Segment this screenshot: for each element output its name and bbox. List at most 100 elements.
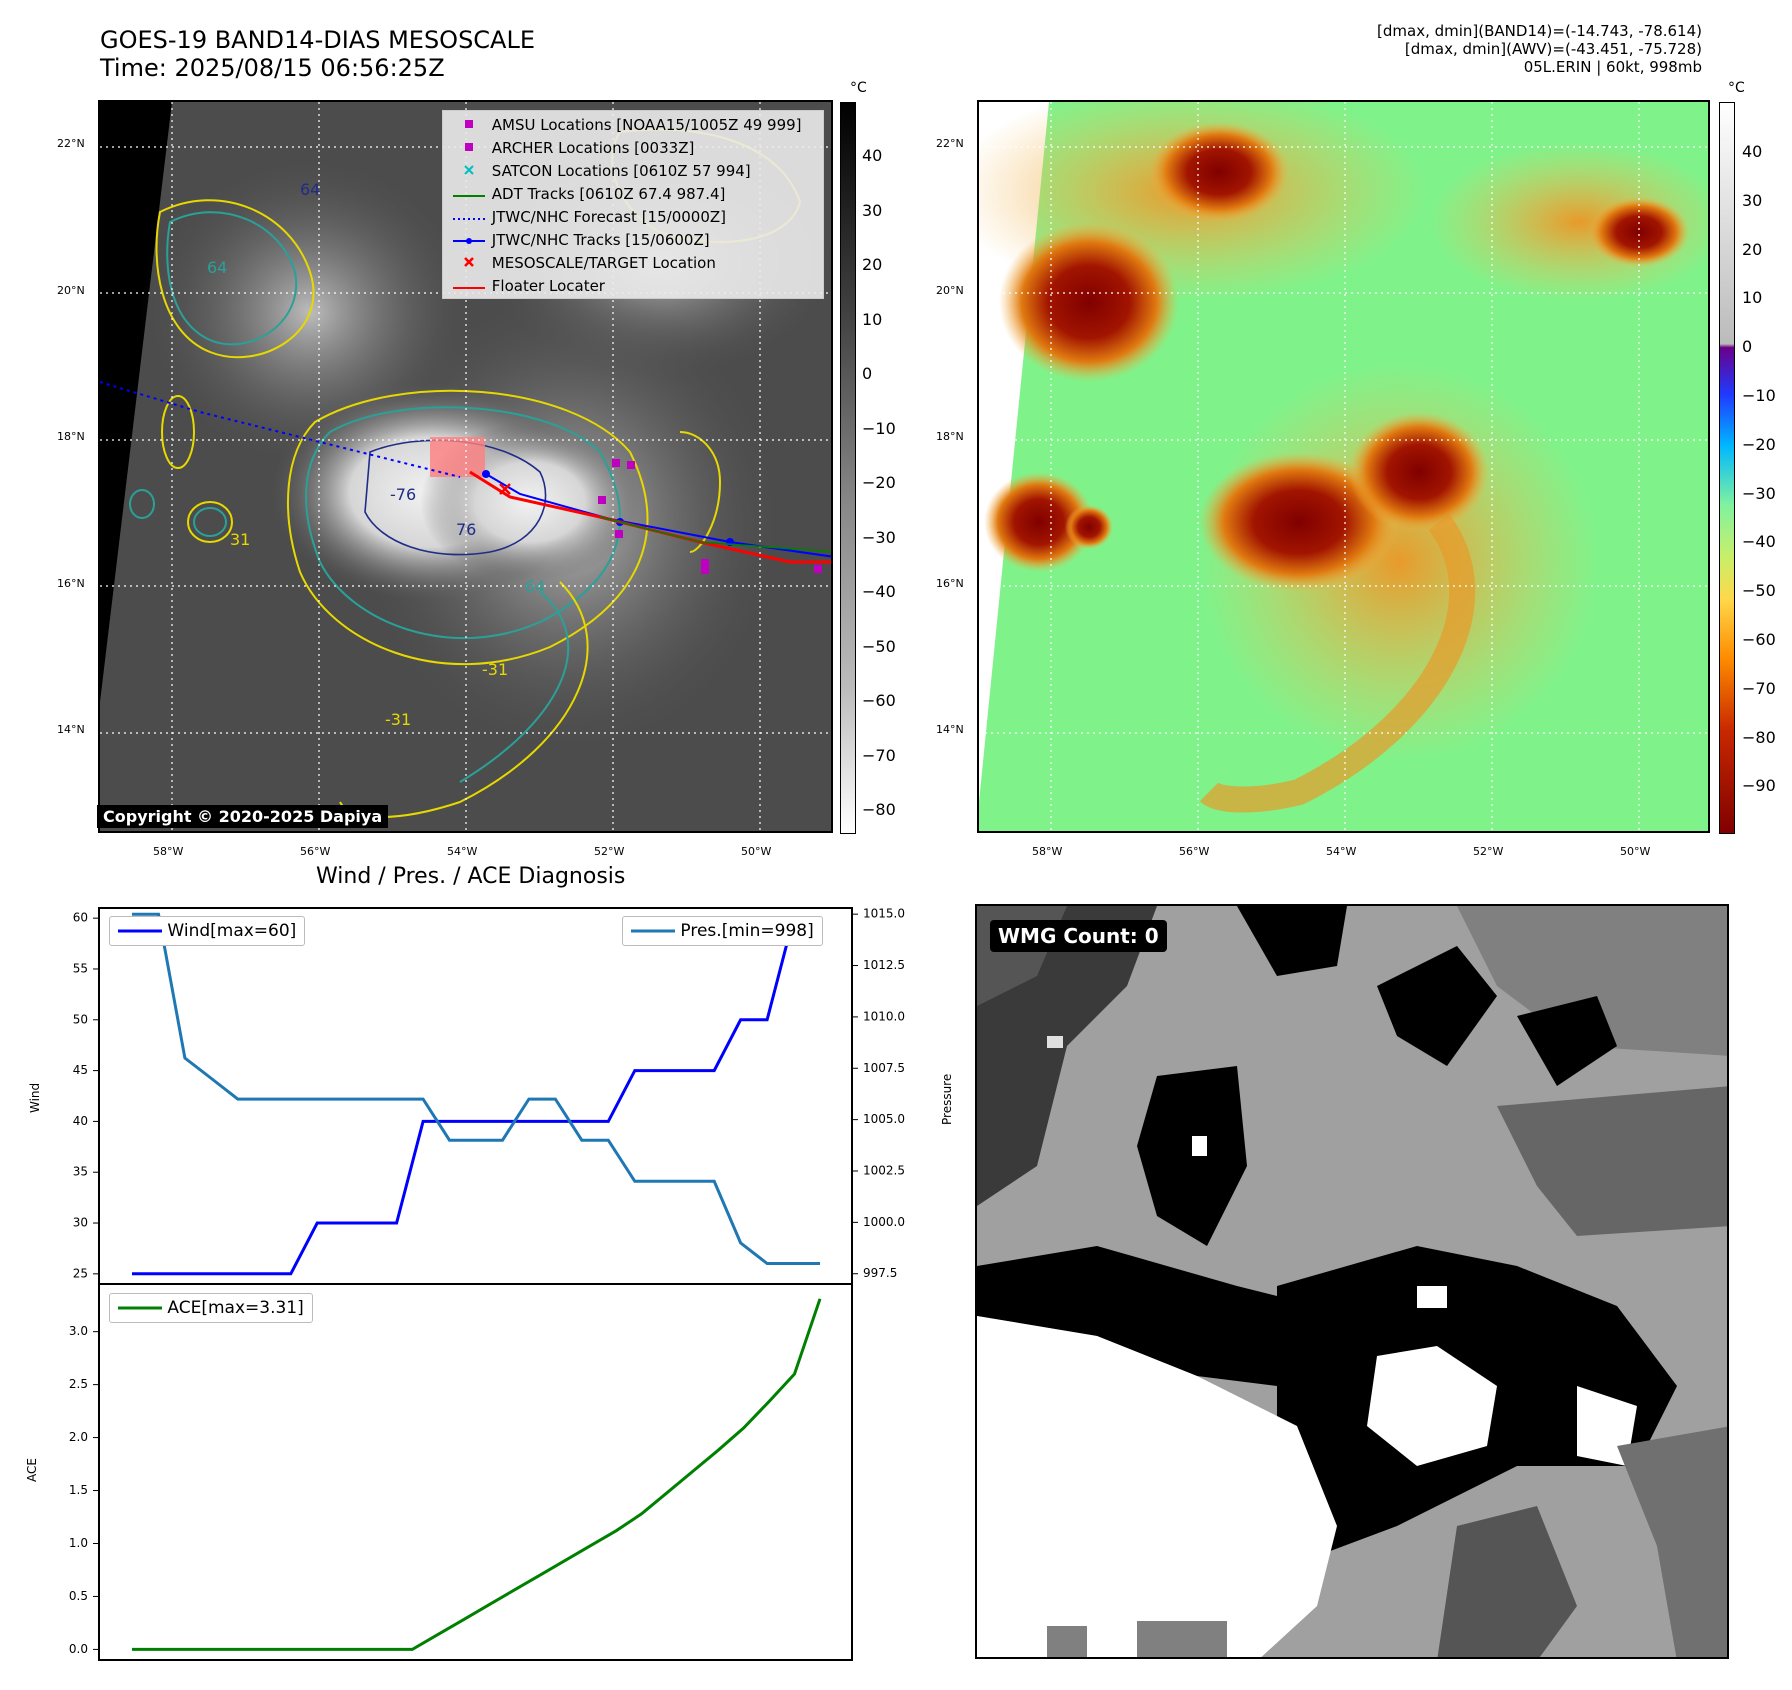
colorbar-awv [1719,102,1735,834]
axis-tick-label: 1012.5 [863,958,905,972]
wmg-panel [975,904,1729,1659]
wind-axis-label: Wind [28,1082,42,1113]
legend-tracks: JTWC/NHC Tracks [15/0600Z] [451,228,710,250]
axis-tick-label: 40 [73,1114,88,1128]
ace-axis-label: ACE [25,1458,39,1482]
colorbar-tick-label: 30 [1742,190,1763,210]
lon-label: 58°W [153,845,184,858]
ace-axes [98,1283,853,1661]
lon-label: 50°W [741,845,772,858]
lon-label: 52°W [1473,845,1504,858]
pressure-series [132,912,820,1265]
colorbar-tick-label: −80 [1742,727,1776,747]
colorbar-tick-label: −40 [1742,532,1776,552]
stats-info: [dmax, dmin](BAND14)=(-14.743, -78.614) … [1377,22,1702,76]
colorbar-tick-label: −40 [862,582,896,601]
legend-archer: ARCHER Locations [0033Z] [451,136,694,158]
colorbar-tick-label: 30 [862,200,883,220]
axis-tick-label: 2.0 [69,1430,88,1444]
diagnosis-title: Wind / Pres. / ACE Diagnosis [316,864,626,889]
axis-tick-label: 997.5 [863,1266,897,1280]
contour-label: 64 [300,180,321,199]
storm-info: 05L.ERIN | 60kt, 998mb [1523,58,1702,76]
colorbar-tick-label: −20 [1742,434,1776,454]
lon-label: 54°W [1326,845,1357,858]
pressure-axis-label: Pressure [940,1073,954,1125]
contour-label: -31 [482,660,509,679]
axis-tick-label: 60 [73,911,88,925]
contour-label: -76 [390,485,417,504]
colorbar-grayscale [840,102,856,834]
lat-label: 20°N [57,284,85,297]
lon-label: 56°W [300,845,331,858]
colorbar-tick-label: −10 [862,418,896,438]
colorbar-unit: °C [850,80,867,96]
colorbar-tick-label: −60 [862,691,896,710]
colorbar-tick-label: −70 [1742,678,1776,698]
pressure-line [132,912,820,1265]
lat-label: 20°N [936,284,964,297]
colorbar-tick-label: −80 [862,800,896,819]
axis-tick-label: 1.0 [69,1536,88,1550]
contour-label: 76 [456,520,477,539]
colorbar-tick-label: 40 [1742,142,1763,161]
colorbar-tick-label: 0 [1742,337,1753,357]
band14-range: [dmax, dmin](BAND14)=(-14.743, -78.614) [1377,22,1702,40]
colorbar-tick-label: 10 [862,309,883,329]
colorbar-tick-label: −50 [1742,581,1776,601]
legend-adt: ADT Tracks [0610Z 67.4 987.4] [453,184,726,203]
colorbar-unit: °C [1728,80,1745,96]
axis-tick-label: 0.5 [69,1589,88,1603]
wind-pres-axes [98,907,853,1285]
lat-label: 16°N [936,577,964,590]
lat-label: 16°N [57,577,85,590]
diagnosis-ticks: 60 55 50 45 40 35 30 25 1015.0 1012.5 1010.0 1007.5… [69,907,905,1656]
wind-legend: Wind[max=60] [109,916,306,946]
colorbar-tick-label: −30 [862,527,896,547]
colorbar-tick-label: −50 [862,636,896,656]
map-legend: AMSU Locations [NOAA15/1005Z 49 999] ARC… [442,110,824,299]
contour-label: 64 [525,577,546,596]
page-title: GOES-19 BAND14-DIAS MESOSCALE Time: 2025… [100,26,536,82]
colorbar-tick-label: 10 [1742,288,1763,308]
colorbar-tick-label: −20 [862,473,896,492]
axis-tick-label: 0.0 [69,1642,88,1656]
lon-label: 58°W [1032,845,1063,858]
contour-label: 31 [230,530,251,549]
lon-label: 50°W [1620,845,1651,858]
copyright-badge: Copyright © 2020-2025 Dapiya [97,805,389,828]
legend-forecast: JTWC/NHC Forecast [15/0000Z] [453,207,727,226]
awv-range: [dmax, dmin](AWV)=(-43.451, -75.728) [1404,40,1702,58]
colorbar-tick-label: 20 [1742,239,1763,259]
wmg-imagery [977,906,1727,1657]
axis-tick-label: 1005.0 [863,1112,905,1126]
axis-tick-label: 3.0 [69,1324,88,1338]
axis-tick-label: 55 [73,961,88,975]
colorbar-tick-label: −60 [1742,630,1776,649]
wind-line [132,916,820,1276]
ace-series [132,1298,822,1651]
lat-label: 22°N [936,137,964,150]
lat-label: 18°N [936,430,964,443]
axis-tick-label: 45 [73,1063,88,1077]
legend-mesoscale: MESOSCALE/TARGET Location [451,251,716,273]
axis-tick-label: 50 [73,1012,88,1026]
ace-line [132,1298,822,1651]
lon-label: 52°W [594,845,625,858]
colorbar-tick-label: 20 [862,255,883,274]
contour-label: -31 [385,710,412,729]
axis-tick-label: 2.5 [69,1377,88,1391]
pressure-legend: Pres.[min=998] [622,916,823,946]
contour-label: 64 [207,258,228,277]
ace-legend: ACE[max=3.31] [109,1293,313,1323]
lon-label: 54°W [447,845,478,858]
diagnosis-chart: 60 55 50 45 40 35 30 25 1015.0 1012.5 1010.0 1007.5… [69,907,905,1661]
lat-label: 14°N [57,723,85,736]
lat-label: 22°N [57,137,85,150]
lon-label: 56°W [1179,845,1210,858]
axis-tick-label: 1002.5 [863,1163,905,1177]
wmg-count-badge: WMG Count: 0 [990,920,1167,952]
colorbar-tick-label: −30 [1742,483,1776,503]
legend-amsu: AMSU Locations [NOAA15/1005Z 49 999] [451,113,802,135]
legend-satcon: SATCON Locations [0610Z 57 994] [451,159,751,181]
